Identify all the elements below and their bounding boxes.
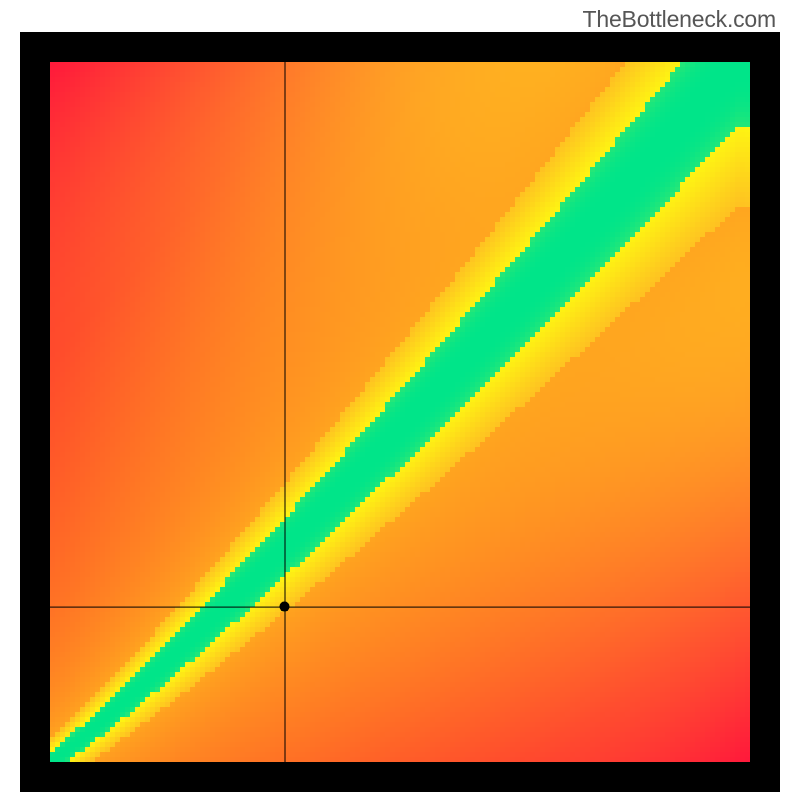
watermark-text: TheBottleneck.com (583, 6, 776, 33)
chart-outer-frame (20, 32, 780, 792)
bottleneck-heatmap-canvas (50, 62, 750, 762)
chart-container: TheBottleneck.com (0, 0, 800, 800)
